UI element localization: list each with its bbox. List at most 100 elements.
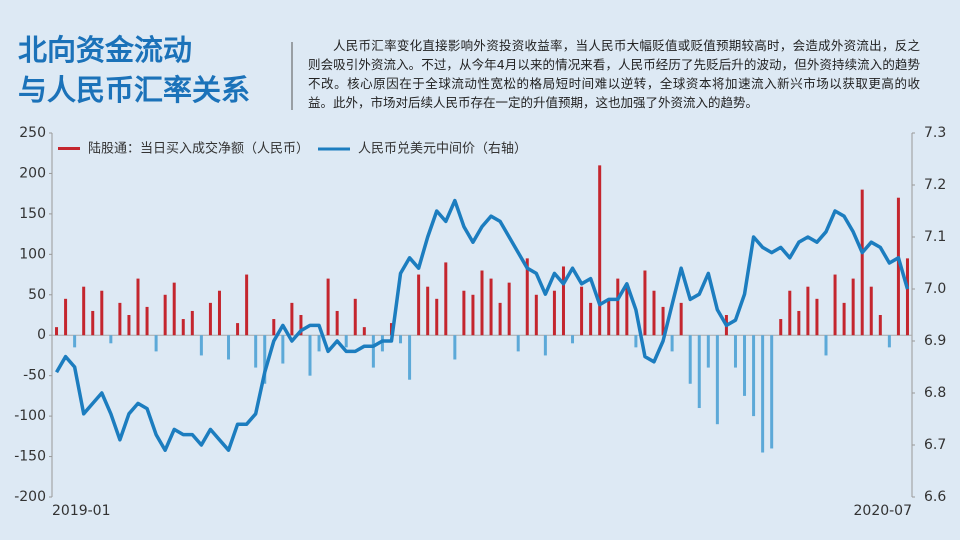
bar [73,335,77,348]
bar [779,319,783,336]
title: 北向资金流动 [18,33,192,67]
bar [525,258,529,336]
y2-tick-label: 7.3 [924,125,946,141]
bar [589,302,593,336]
bar [706,335,710,368]
bar [208,302,212,336]
y-tick-label: -100 [14,408,46,424]
bar [761,335,765,453]
bar [317,335,321,352]
bar [408,335,412,380]
bar [797,310,801,336]
line-series [55,198,910,452]
bar [652,290,656,336]
y-tick-label: 250 [19,125,46,141]
bar [127,315,131,336]
y2-tick-label: 6.6 [924,489,946,505]
bar [543,335,547,356]
bar [552,290,556,336]
bar [733,335,737,368]
bar [679,302,683,336]
bar [236,323,240,336]
bar [788,290,792,336]
bar [444,262,448,336]
description: 人民币汇率变化直接影响外资投资收益率，当人民币大幅贬值或贬值预期较高时，会造成外… [308,38,920,110]
title: 与人民币汇率关系 [18,73,250,107]
bar [64,298,68,336]
bar [371,335,375,368]
bar [91,310,95,336]
bar [263,335,267,384]
legend-label: 陆股通：当日买入成交净额（人民币） [88,141,309,157]
y2-tick-label: 7.0 [924,281,946,297]
y-tick-label: 200 [19,165,46,181]
y2-tick-label: 7.2 [924,177,946,193]
bar [743,335,747,396]
bar [625,286,629,336]
bar [688,335,692,384]
bar [833,274,837,336]
bar [308,335,312,376]
bar [480,270,484,336]
y2-tick-label: 7.1 [924,229,946,245]
bar [163,294,167,336]
bar [227,335,231,360]
legend-swatch [58,147,80,150]
y2-tick-label: 6.9 [924,333,946,349]
bar [489,278,493,336]
bar [598,165,602,336]
bar [326,278,330,336]
bar [896,197,900,336]
bar [380,335,384,352]
bar [109,335,113,344]
legend-label: 人民币兑美元中间价（右轴） [358,142,527,157]
y-tick-label: 0 [37,327,46,343]
bar [670,335,674,352]
bar [571,335,575,344]
bar [878,315,882,336]
bar [199,335,203,356]
bar [887,335,891,348]
bar [399,335,403,344]
bar [435,298,439,336]
bar [272,319,276,336]
bar [290,302,294,336]
bar [100,290,104,336]
bar [344,335,348,348]
bar [616,278,620,336]
bar [145,306,149,336]
bar [842,302,846,336]
bar [335,310,339,336]
bar [851,278,855,336]
bar [824,335,828,356]
bar [172,282,176,336]
bar [453,335,457,360]
bar [806,286,810,336]
bar [607,298,611,336]
bar [154,335,158,352]
y-tick-label: -150 [14,449,46,465]
bar [82,286,86,336]
bar [770,335,774,449]
bar [217,290,221,336]
bar [362,327,366,336]
y2-tick-label: 6.7 [924,437,946,453]
bar [661,306,665,336]
bar [634,335,638,348]
bar [190,310,194,336]
y-tick-label: -50 [23,368,46,384]
bar [905,258,909,336]
bar [507,282,511,336]
bar [697,335,701,409]
bar [426,286,430,336]
bar [181,319,185,336]
bar [299,315,303,336]
y2-tick-label: 6.8 [924,385,946,401]
y-tick-label: 50 [28,287,46,303]
bar [715,335,719,425]
bar [516,335,520,352]
bar [643,270,647,336]
x-tick-label: 2020-07 [854,503,913,519]
